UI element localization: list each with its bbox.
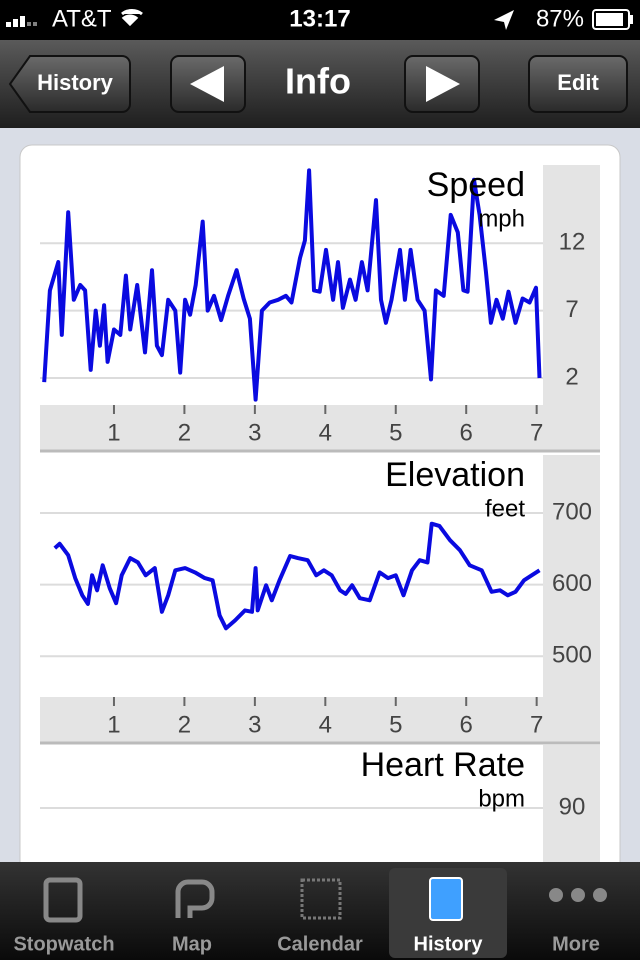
y-tick-label: 2 bbox=[565, 363, 578, 390]
carrier: AT&T bbox=[52, 5, 112, 32]
y-tick-label: 7 bbox=[565, 296, 578, 323]
tab-label[interactable]: Calendar bbox=[277, 933, 363, 955]
data-line bbox=[42, 168, 542, 402]
y-axis-unit: bpm bbox=[478, 785, 525, 812]
chart-title: Speed bbox=[427, 166, 525, 204]
location-icon bbox=[494, 10, 514, 30]
x-tick-label: 7 bbox=[530, 711, 543, 738]
y-axis-unit: mph bbox=[478, 205, 525, 232]
x-tick-label: 2 bbox=[178, 711, 191, 738]
signal bbox=[6, 16, 37, 27]
y-axis-bg bbox=[543, 745, 600, 862]
y-axis-unit: feet bbox=[485, 495, 525, 522]
chart-title: Elevation bbox=[385, 456, 525, 494]
x-tick-label: 4 bbox=[319, 419, 332, 446]
x-axis-bg bbox=[40, 697, 543, 742]
y-tick-label: 12 bbox=[559, 229, 586, 256]
edit-button[interactable] bbox=[528, 55, 628, 113]
nav-title: Info bbox=[285, 61, 351, 102]
tab-bar bbox=[0, 862, 640, 960]
chart-title: Heart Rate bbox=[361, 746, 525, 784]
edit-label: Edit bbox=[557, 70, 599, 95]
data-line bbox=[53, 521, 541, 631]
tab-label[interactable]: Map bbox=[172, 933, 212, 955]
x-tick-label: 2 bbox=[178, 419, 191, 446]
x-tick-label: 5 bbox=[389, 419, 402, 446]
y-tick-label: 700 bbox=[552, 498, 592, 525]
tab-label[interactable]: History bbox=[414, 933, 484, 955]
y-tick-label: 90 bbox=[559, 793, 586, 820]
x-tick-label: 4 bbox=[319, 711, 332, 738]
x-axis-bg bbox=[40, 405, 543, 450]
back-label: History bbox=[37, 70, 114, 95]
x-tick-label: 6 bbox=[460, 711, 473, 738]
battery-level: 87% bbox=[536, 5, 584, 32]
x-tick-label: 6 bbox=[460, 419, 473, 446]
battery-icon bbox=[592, 9, 633, 30]
wifi-icon bbox=[121, 9, 143, 27]
plot-bg bbox=[40, 745, 543, 862]
tab-label[interactable]: More bbox=[552, 933, 600, 955]
x-tick-label: 3 bbox=[248, 711, 261, 738]
x-tick-label: 5 bbox=[389, 711, 402, 738]
x-tick-label: 1 bbox=[107, 419, 120, 446]
x-tick-label: 3 bbox=[248, 419, 261, 446]
next-arrow bbox=[426, 66, 460, 102]
back-button[interactable] bbox=[8, 55, 131, 113]
y-tick-label: 500 bbox=[552, 642, 592, 669]
y-axis-bg bbox=[543, 165, 600, 450]
y-axis-bg bbox=[543, 455, 600, 742]
tab-icons bbox=[43, 877, 607, 923]
status-bar bbox=[0, 0, 640, 40]
x-tick-label: 7 bbox=[530, 419, 543, 446]
x-tick-label: 1 bbox=[107, 711, 120, 738]
clock: 13:17 bbox=[289, 5, 350, 32]
tab-label[interactable]: Stopwatch bbox=[13, 933, 114, 955]
prev-arrow bbox=[190, 66, 224, 102]
y-tick-label: 600 bbox=[552, 570, 592, 597]
